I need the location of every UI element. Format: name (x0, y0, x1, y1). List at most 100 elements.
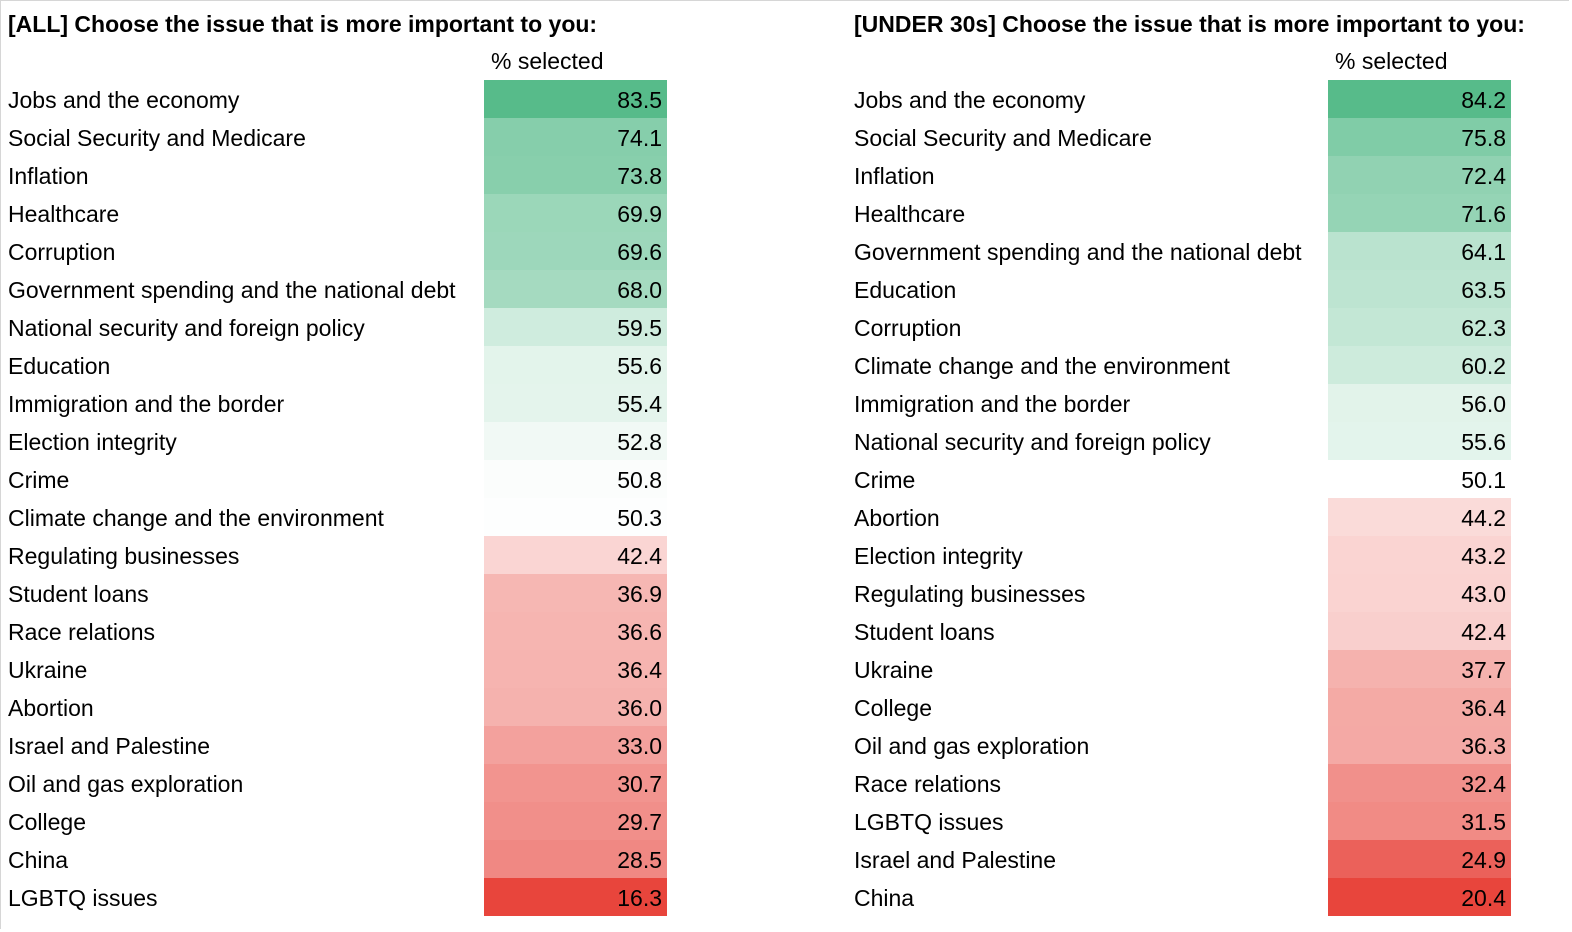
table-row: Corruption 62.3 (854, 308, 1511, 346)
issue-label: Social Security and Medicare (8, 125, 306, 151)
panel-title: [UNDER 30s] Choose the issue that is mor… (854, 11, 1525, 37)
table-row: Healthcare 69.9 (8, 194, 667, 232)
percent-selected-cell: 60.2 (1328, 346, 1511, 384)
percent-selected-cell: 44.2 (1328, 498, 1511, 536)
table-row: Social Security and Medicare 75.8 (854, 118, 1511, 156)
table-row: Healthcare 71.6 (854, 194, 1511, 232)
percent-selected-cell: 62.3 (1328, 308, 1511, 346)
percent-selected-cell: 69.9 (484, 194, 667, 232)
percent-selected-cell: 56.0 (1328, 384, 1511, 422)
issue-label: Inflation (8, 163, 89, 189)
issue-label: Student loans (854, 619, 995, 645)
percent-selected-cell: 36.6 (484, 612, 667, 650)
percent-selected-cell: 64.1 (1328, 232, 1511, 270)
percent-selected-cell: 24.9 (1328, 840, 1511, 878)
table-row: Race relations 32.4 (854, 764, 1511, 802)
percent-selected-cell: 72.4 (1328, 156, 1511, 194)
issue-label: Healthcare (854, 201, 966, 227)
table-row: Government spending and the national deb… (854, 232, 1511, 270)
percent-selected-cell: 55.6 (484, 346, 667, 384)
issue-label: Education (8, 353, 111, 379)
table-row: Climate change and the environment 50.3 (8, 498, 667, 536)
table-row: Education 55.6 (8, 346, 667, 384)
percent-selected-cell: 32.4 (1328, 764, 1511, 802)
table-row: Inflation 73.8 (8, 156, 667, 194)
percent-selected-cell: 42.4 (484, 536, 667, 574)
issue-label: Abortion (8, 695, 94, 721)
percent-selected-cell: 52.8 (484, 422, 667, 460)
percent-selected-cell: 28.5 (484, 840, 667, 878)
issue-label: Oil and gas exploration (854, 733, 1090, 759)
percent-selected-cell: 50.8 (484, 460, 667, 498)
issue-label: Jobs and the economy (8, 87, 240, 113)
percent-selected-cell: 31.5 (1328, 802, 1511, 840)
issue-label: Regulating businesses (854, 581, 1086, 607)
table-row: Student loans 42.4 (854, 612, 1511, 650)
table-row: Crime 50.8 (8, 460, 667, 498)
percent-selected-cell: 36.4 (484, 650, 667, 688)
percent-selected-cell: 59.5 (484, 308, 667, 346)
table-row: Race relations 36.6 (8, 612, 667, 650)
table-row: College 29.7 (8, 802, 667, 840)
issue-label: Government spending and the national deb… (854, 239, 1302, 265)
issue-label: College (8, 809, 86, 835)
table-row: Corruption 69.6 (8, 232, 667, 270)
percent-selected-cell: 84.2 (1328, 80, 1511, 118)
issue-label: Jobs and the economy (854, 87, 1086, 113)
percent-selected-cell: 75.8 (1328, 118, 1511, 156)
issue-label: Oil and gas exploration (8, 771, 244, 797)
table-row: China 28.5 (8, 840, 667, 878)
issue-label: Immigration and the border (8, 391, 285, 417)
percent-selected-cell: 63.5 (1328, 270, 1511, 308)
issue-label: Immigration and the border (854, 391, 1131, 417)
table-row: LGBTQ issues 16.3 (8, 878, 667, 916)
issue-label: Ukraine (854, 657, 934, 683)
issue-label: Crime (8, 467, 70, 493)
issue-label: Corruption (854, 315, 962, 341)
table-row: Education 63.5 (854, 270, 1511, 308)
issue-label: Education (854, 277, 957, 303)
issue-label: LGBTQ issues (8, 885, 158, 911)
issue-label: Corruption (8, 239, 116, 265)
table-row: Jobs and the economy 83.5 (8, 80, 667, 118)
table-row: National security and foreign policy 59.5 (8, 308, 667, 346)
percent-selected-cell: 36.4 (1328, 688, 1511, 726)
percent-selected-cell: 68.0 (484, 270, 667, 308)
percent-selected-cell: 30.7 (484, 764, 667, 802)
issue-label: College (854, 695, 932, 721)
percent-selected-cell: 36.9 (484, 574, 667, 612)
column-header-percent-selected: % selected (1335, 48, 1448, 74)
issue-label: China (854, 885, 915, 911)
percent-selected-cell: 55.6 (1328, 422, 1511, 460)
percent-selected-cell: 36.0 (484, 688, 667, 726)
panel-title: [ALL] Choose the issue that is more impo… (8, 11, 598, 37)
percent-selected-cell: 73.8 (484, 156, 667, 194)
percent-selected-cell: 42.4 (1328, 612, 1511, 650)
issue-label: Race relations (854, 771, 1002, 797)
issue-label: Social Security and Medicare (854, 125, 1152, 151)
table-row: Government spending and the national deb… (8, 270, 667, 308)
percent-selected-cell: 16.3 (484, 878, 667, 916)
table-row: Ukraine 37.7 (854, 650, 1511, 688)
percent-selected-cell: 37.7 (1328, 650, 1511, 688)
issue-label: Climate change and the environment (854, 353, 1230, 379)
issue-label: LGBTQ issues (854, 809, 1004, 835)
percent-selected-cell: 55.4 (484, 384, 667, 422)
issue-label: Race relations (8, 619, 156, 645)
table-row: Abortion 36.0 (8, 688, 667, 726)
percent-selected-cell: 29.7 (484, 802, 667, 840)
table-row: Israel and Palestine 24.9 (854, 840, 1511, 878)
table-row: National security and foreign policy 55.6 (854, 422, 1511, 460)
percent-selected-cell: 74.1 (484, 118, 667, 156)
issue-label: Election integrity (854, 543, 1023, 569)
table-row: China 20.4 (854, 878, 1511, 916)
percent-selected-cell: 20.4 (1328, 878, 1511, 916)
table-row: Oil and gas exploration 30.7 (8, 764, 667, 802)
percent-selected-cell: 83.5 (484, 80, 667, 118)
table-row: Social Security and Medicare 74.1 (8, 118, 667, 156)
percent-selected-cell: 36.3 (1328, 726, 1511, 764)
table-row: Climate change and the environment 60.2 (854, 346, 1511, 384)
percent-selected-cell: 33.0 (484, 726, 667, 764)
issue-label: China (8, 847, 69, 873)
